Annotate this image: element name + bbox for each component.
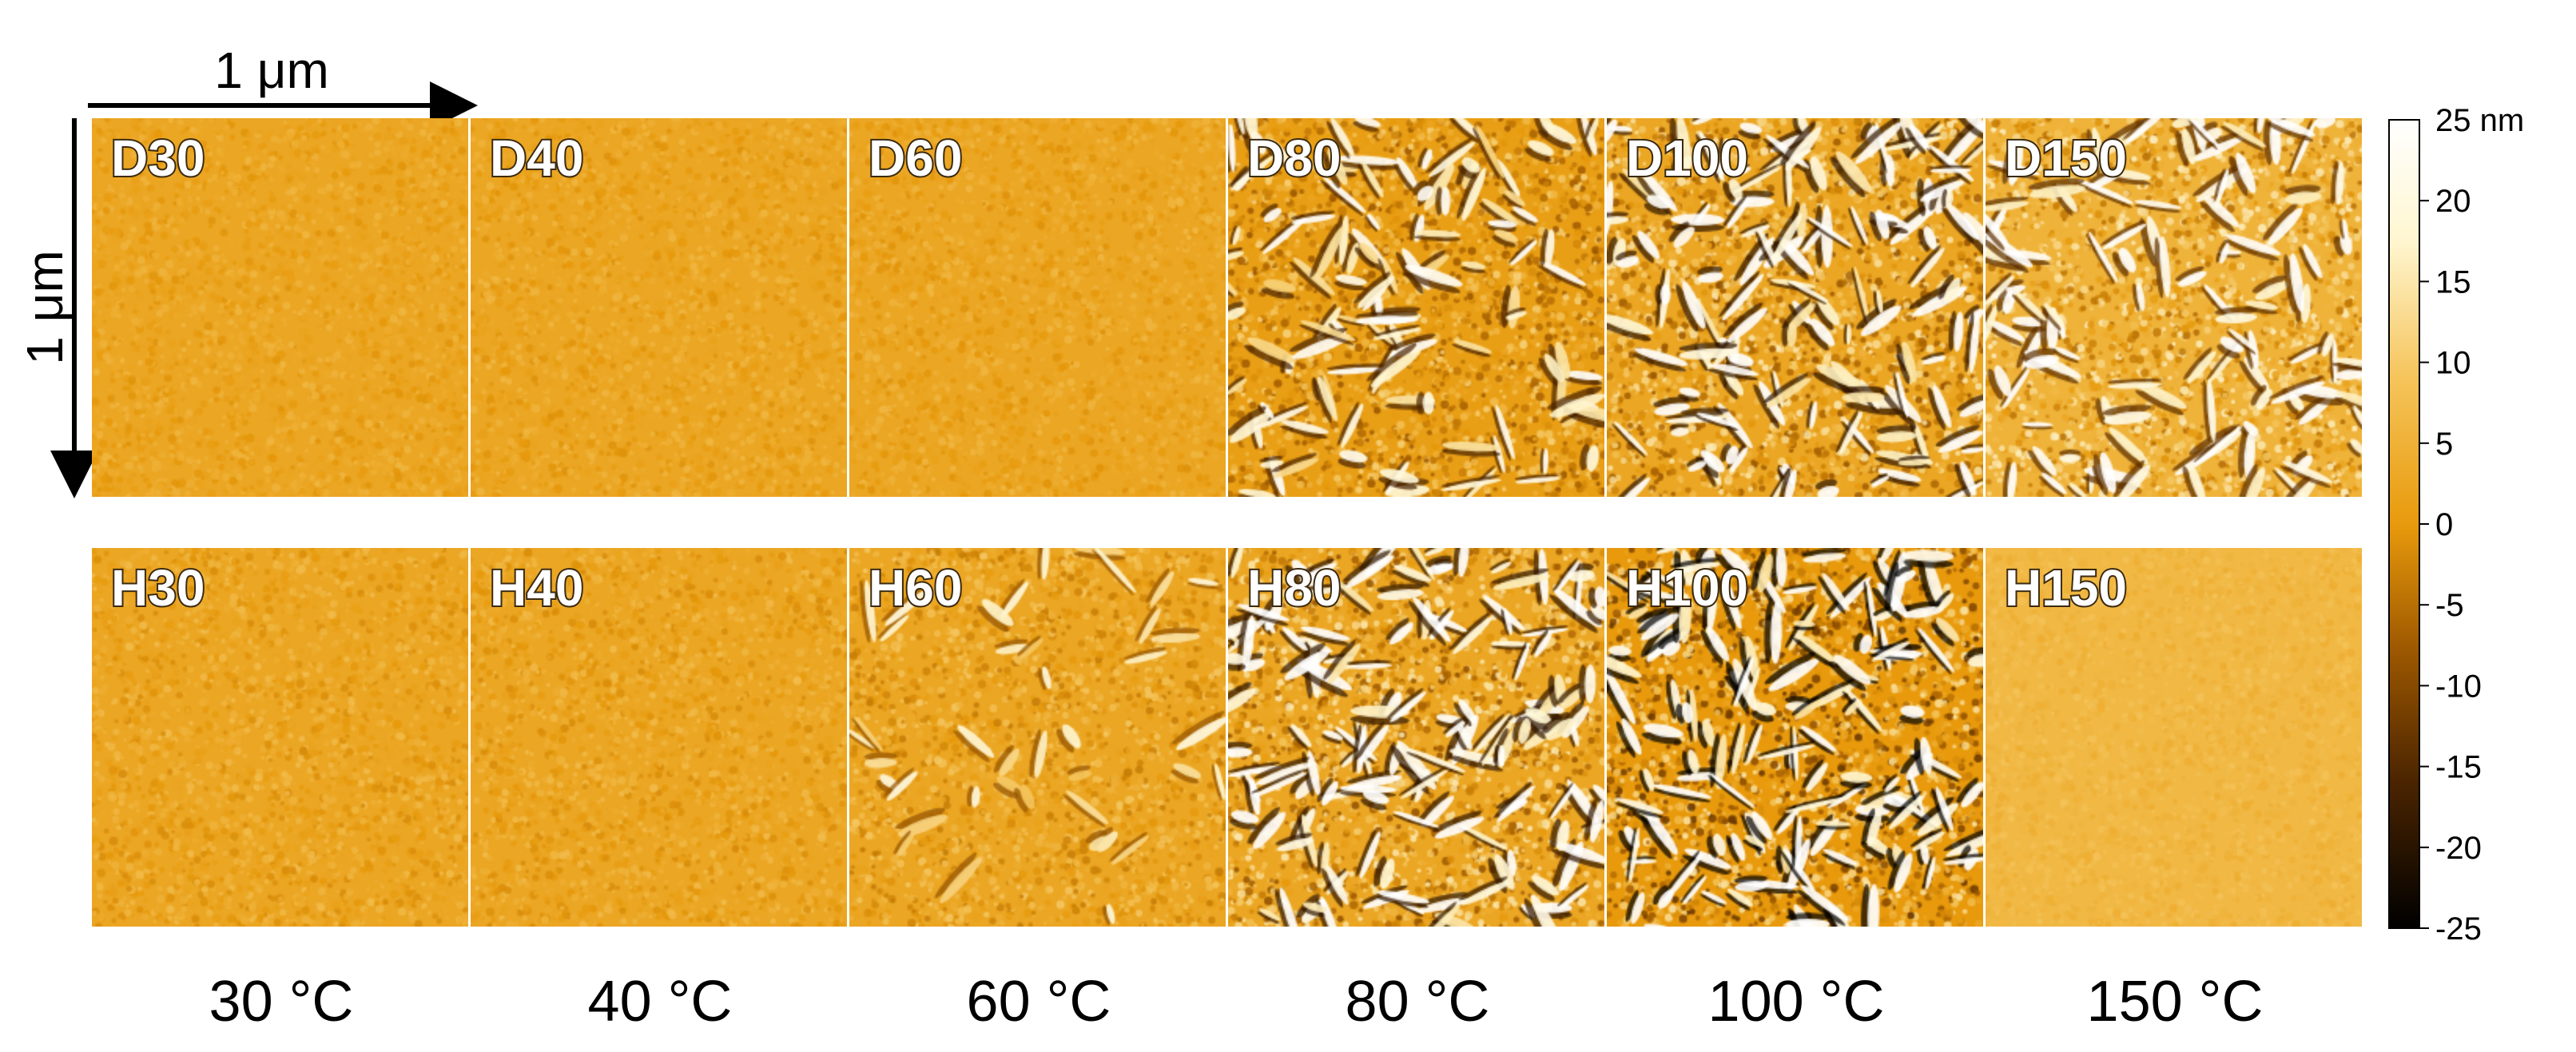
afm-panel-h100: H100 <box>1607 548 1983 927</box>
afm-panel-d40: D40 <box>471 118 847 497</box>
panel-label: H100 <box>1626 559 1748 617</box>
scale-bar-vertical: 1 μm <box>16 118 98 498</box>
afm-panel-h60: H60 <box>849 548 1226 927</box>
colorbar-tick-label: -15 <box>2435 750 2482 785</box>
afm-height-map <box>849 118 1226 497</box>
panel-label: H40 <box>490 559 583 617</box>
panel-label: D40 <box>490 129 583 187</box>
temperature-label: 60 °C <box>967 970 1111 1034</box>
colorbar-top-label: 25 nm <box>2435 103 2524 138</box>
afm-panel-d100: D100 <box>1607 118 1983 497</box>
temperature-label: 100 °C <box>1708 970 1885 1034</box>
afm-height-map <box>1986 548 2362 927</box>
afm-panel-d30: D30 <box>92 118 468 497</box>
temperature-label: 40 °C <box>588 970 733 1034</box>
colorbar-tick-label: 15 <box>2435 264 2471 300</box>
afm-height-map <box>1986 118 2362 497</box>
afm-height-map <box>1607 118 1983 497</box>
panel-label: D100 <box>1626 129 1748 187</box>
afm-panel-h80: H80 <box>1228 548 1604 927</box>
scale-bar-horizontal-label: 1 μm <box>214 42 329 99</box>
temperature-label: 80 °C <box>1346 970 1490 1034</box>
afm-height-map <box>92 548 468 927</box>
panel-label: D30 <box>111 129 205 187</box>
colorbar-tick-label: -20 <box>2435 831 2482 866</box>
afm-height-map <box>92 118 468 497</box>
scale-bar-horizontal: 1 μm <box>88 42 478 129</box>
afm-height-map <box>1228 548 1604 927</box>
colorbar-tick-label: 10 <box>2435 346 2471 381</box>
afm-height-map <box>1607 548 1983 927</box>
afm-panel-d80: D80 <box>1228 118 1604 497</box>
afm-panel-d150: D150 <box>1986 118 2362 497</box>
scale-bar-vertical-label: 1 μm <box>16 250 74 365</box>
afm-height-map <box>471 118 847 497</box>
afm-height-map <box>471 548 847 927</box>
colorbar-ticks: 20 15 10 5 0 -5 -10 -15 -20 -25 <box>2419 184 2482 947</box>
panel-label: H30 <box>111 559 205 617</box>
colorbar-tick-label: 5 <box>2435 427 2453 462</box>
afm-panel-d60: D60 <box>849 118 1226 497</box>
panel-label: D60 <box>869 129 962 187</box>
colorbar-tick-label: 20 <box>2435 184 2471 219</box>
afm-panel-h30: H30 <box>92 548 468 927</box>
colorbar-tick-label: -10 <box>2435 669 2482 704</box>
panel-label: D150 <box>2005 129 2127 187</box>
colorbar: 25 nm 20 15 10 5 0 -5 -10 -15 -20 -25 <box>2388 103 2524 947</box>
panel-label: D80 <box>1247 129 1341 187</box>
afm-panel-h40: H40 <box>471 548 847 927</box>
colorbar-tick-label: 0 <box>2435 507 2453 542</box>
colorbar-gradient <box>2388 119 2420 929</box>
panel-label: H80 <box>1247 559 1341 617</box>
afm-panel-grid: D30 D40 D60 D80 D100 D150 H30 H40 H60 H80 H100 H150 <box>92 118 2362 927</box>
afm-height-map <box>1228 118 1604 497</box>
afm-panel-h150: H150 <box>1986 548 2362 927</box>
panel-label: H60 <box>869 559 962 617</box>
panel-label: H150 <box>2005 559 2127 617</box>
colorbar-tick-label: -5 <box>2435 588 2464 623</box>
temperature-label: 30 °C <box>209 970 354 1034</box>
afm-height-map <box>849 548 1226 927</box>
temperature-labels: 30 °C 40 °C 60 °C 80 °C 100 °C 150 °C <box>209 970 2264 1034</box>
colorbar-tick-label: -25 <box>2435 911 2482 947</box>
temperature-label: 150 °C <box>2087 970 2264 1034</box>
